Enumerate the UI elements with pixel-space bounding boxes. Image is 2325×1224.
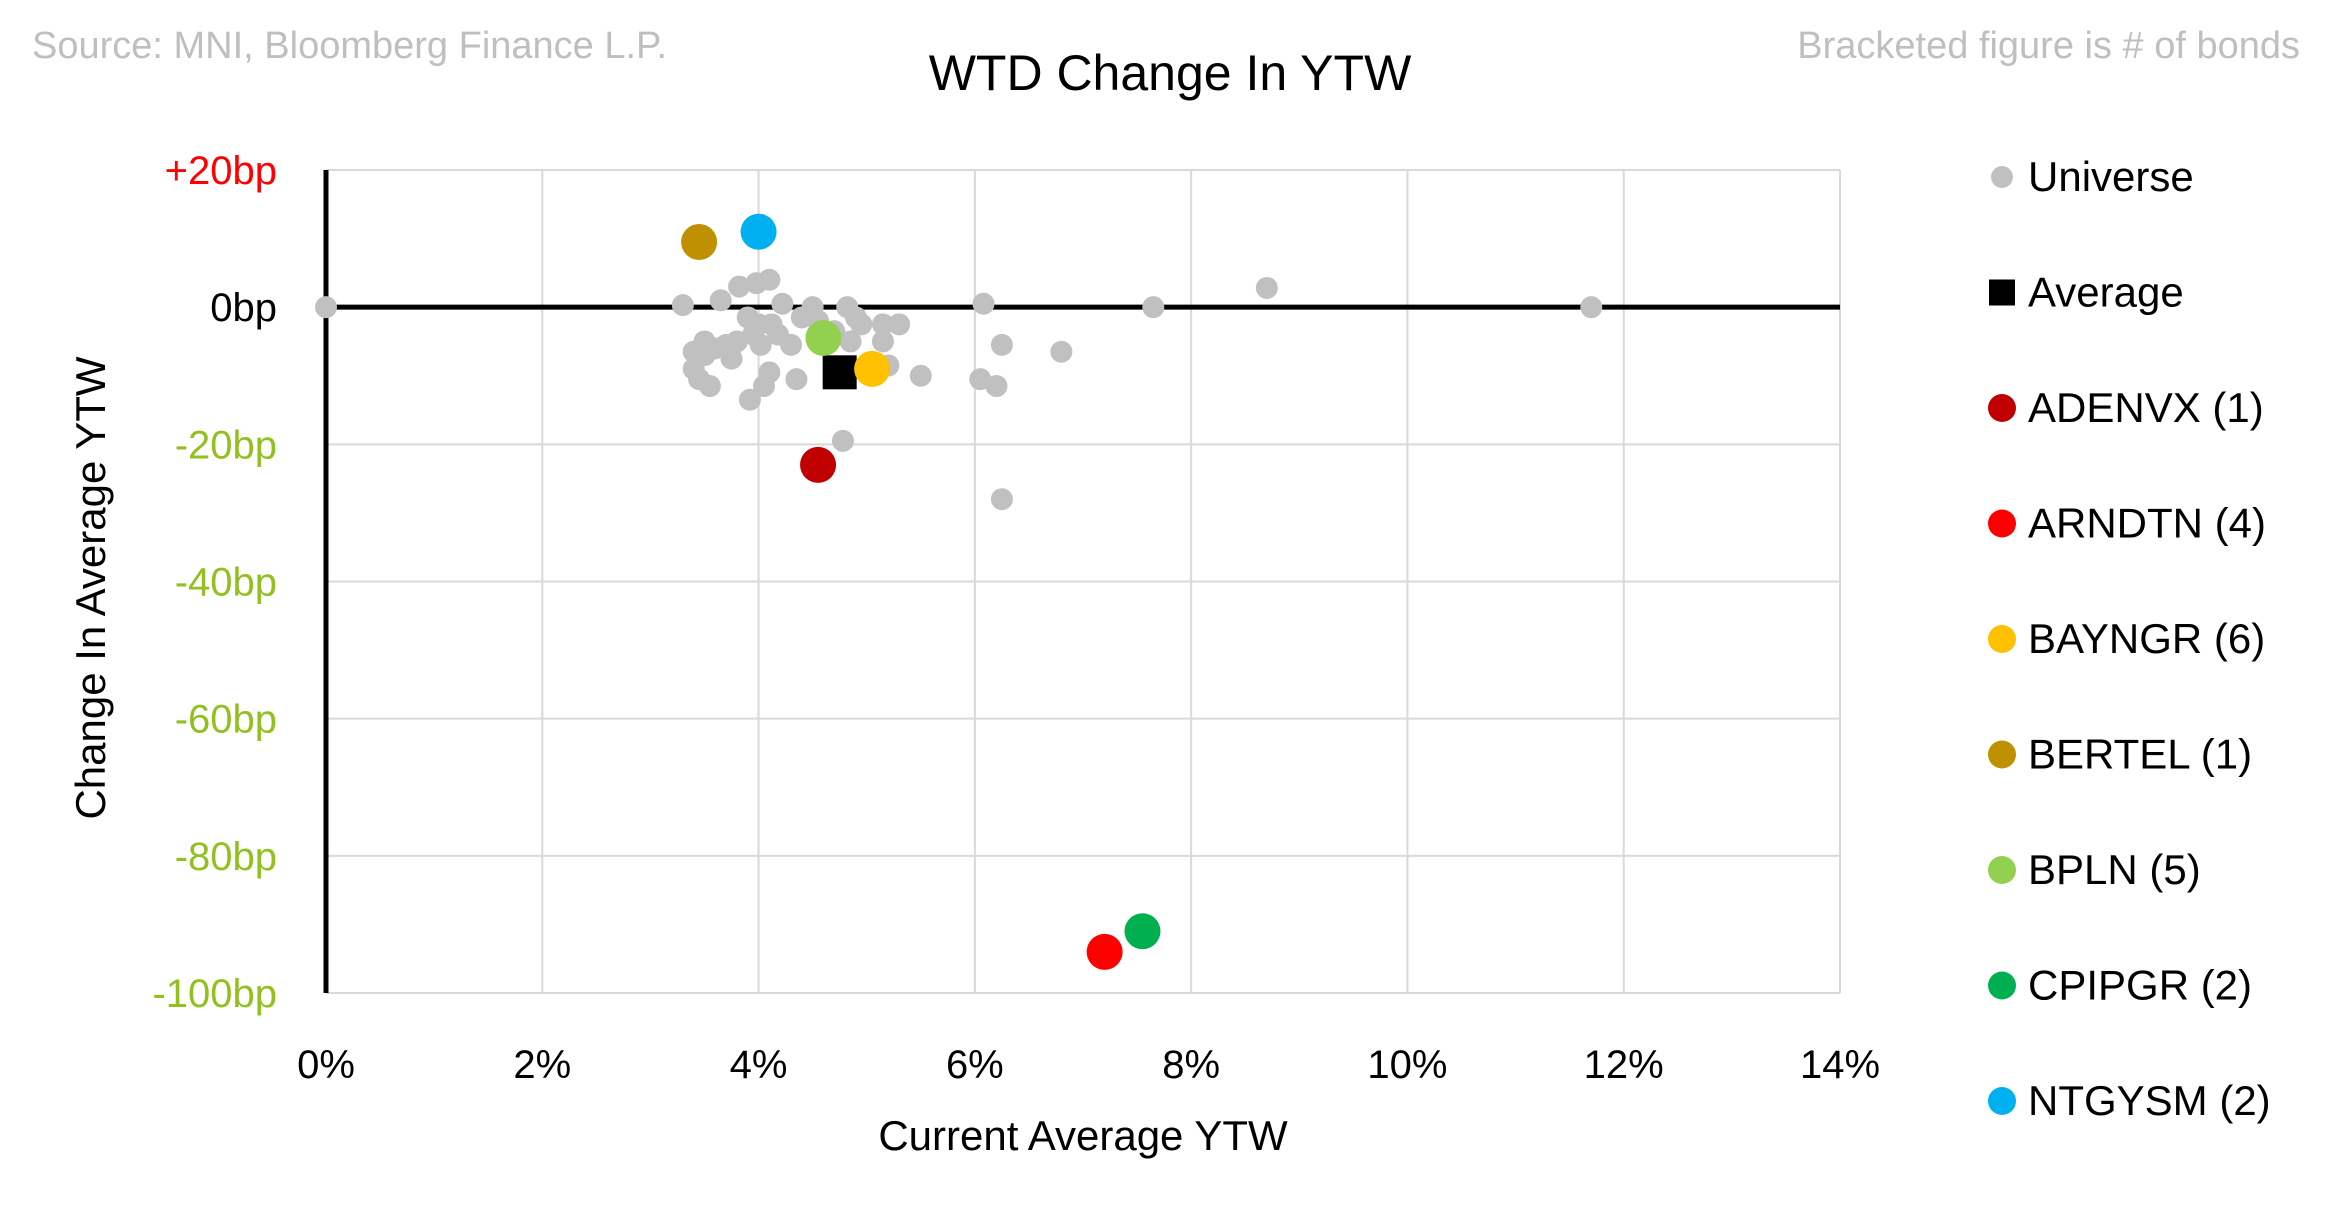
x-tick-labels: 0% 2% 4% 6% 8% 10% 12% 14% <box>297 1043 1880 1087</box>
y-tick-label: -40bp <box>175 561 277 605</box>
legend-cpipgr-marker <box>1988 971 2016 1000</box>
legend-ntgysm-label: NTGYSM (2) <box>2028 1077 2271 1124</box>
source-note: Source: MNI, Bloomberg Finance L.P. <box>32 25 667 67</box>
legend-arndtn-label: ARNDTN (4) <box>2028 500 2266 547</box>
universe-point <box>871 330 894 353</box>
universe-point <box>709 289 732 312</box>
y-tick-label: -80bp <box>175 835 277 879</box>
legend-bpln-marker <box>1988 856 2016 884</box>
y-tick-label: 0bp <box>210 286 277 330</box>
universe-point <box>698 375 721 398</box>
legend-ntgysm-marker <box>1988 1087 2016 1115</box>
legend-adenvx-marker <box>1988 394 2016 422</box>
universe-point <box>671 294 694 317</box>
x-tick-label: 4% <box>730 1043 788 1087</box>
universe-point <box>972 292 995 315</box>
universe-point <box>990 333 1013 356</box>
y-tick-label: -20bp <box>175 423 277 467</box>
x-tick-label: 12% <box>1584 1043 1664 1087</box>
legend-universe-label: Universe <box>2028 153 2194 200</box>
universe-point <box>1580 296 1603 319</box>
issuer-point-adenvx <box>800 446 837 483</box>
issuer-point-arndtn <box>1086 933 1123 970</box>
universe-point <box>850 313 873 336</box>
universe-point <box>758 361 781 384</box>
x-tick-label: 8% <box>1162 1043 1220 1087</box>
universe-point <box>871 313 894 336</box>
x-tick-label: 6% <box>946 1043 1004 1087</box>
legend-cpipgr-label: CPIPGR (2) <box>2028 962 2252 1009</box>
issuer-point-ntgysm <box>740 213 777 250</box>
y-tick-label: -100bp <box>152 972 277 1016</box>
legend-average-marker <box>1989 279 2015 306</box>
universe-point <box>990 488 1013 511</box>
universe-point <box>1255 276 1278 299</box>
legend-universe-marker <box>1991 166 2013 188</box>
legend-average-label: Average <box>2028 269 2184 316</box>
y-axis-label: Change In Average YTW <box>67 356 114 819</box>
legend-bayngr-marker <box>1988 625 2016 653</box>
universe-point <box>315 296 337 319</box>
issuer-point-bertel <box>681 224 718 261</box>
universe-point <box>909 364 932 387</box>
x-tick-label: 2% <box>513 1043 571 1087</box>
x-axis-label: Current Average YTW <box>878 1112 1288 1159</box>
universe-point <box>771 292 794 315</box>
universe-point <box>839 330 862 353</box>
issuer-point-bayngr <box>854 350 891 387</box>
universe-point <box>785 368 808 391</box>
legend-adenvx-label: ADENVX (1) <box>2028 384 2264 431</box>
chart-title: WTD Change In YTW <box>929 45 1412 101</box>
universe-point <box>749 333 772 356</box>
legend-bertel-marker <box>1988 740 2016 769</box>
y-tick-labels: +20bp 0bp -20bp -40bp -60bp -80bp -100bp <box>152 149 277 1016</box>
universe-point <box>728 275 751 298</box>
issuer-point-bpln <box>805 320 842 357</box>
issuer-point-cpipgr <box>1124 913 1161 950</box>
bracket-note: Bracketed figure is # of bonds <box>1797 25 2300 67</box>
universe-point <box>1050 340 1073 363</box>
x-tick-label: 0% <box>297 1043 355 1087</box>
legend: Universe Average ADENVX (1) ARNDTN (4) BAYNG… <box>1988 153 2271 1124</box>
y-tick-label: +20bp <box>165 149 277 193</box>
universe-point <box>758 268 781 291</box>
x-tick-label: 10% <box>1367 1043 1447 1087</box>
universe-point <box>888 313 911 336</box>
universe-point <box>985 375 1008 398</box>
y-tick-label: -60bp <box>175 698 277 742</box>
legend-arndtn-marker <box>1988 509 2016 538</box>
data-points <box>315 213 1603 970</box>
universe-point <box>1142 296 1165 319</box>
average-marker <box>822 355 857 390</box>
legend-bayngr-label: BAYNGR (6) <box>2028 615 2265 662</box>
universe-point <box>738 388 761 411</box>
x-tick-label: 14% <box>1800 1043 1880 1087</box>
universe-point <box>831 429 854 452</box>
universe-point <box>720 347 743 370</box>
universe-point <box>780 333 803 356</box>
legend-bpln-label: BPLN (5) <box>2028 846 2201 893</box>
legend-bertel-label: BERTEL (1) <box>2028 731 2252 778</box>
